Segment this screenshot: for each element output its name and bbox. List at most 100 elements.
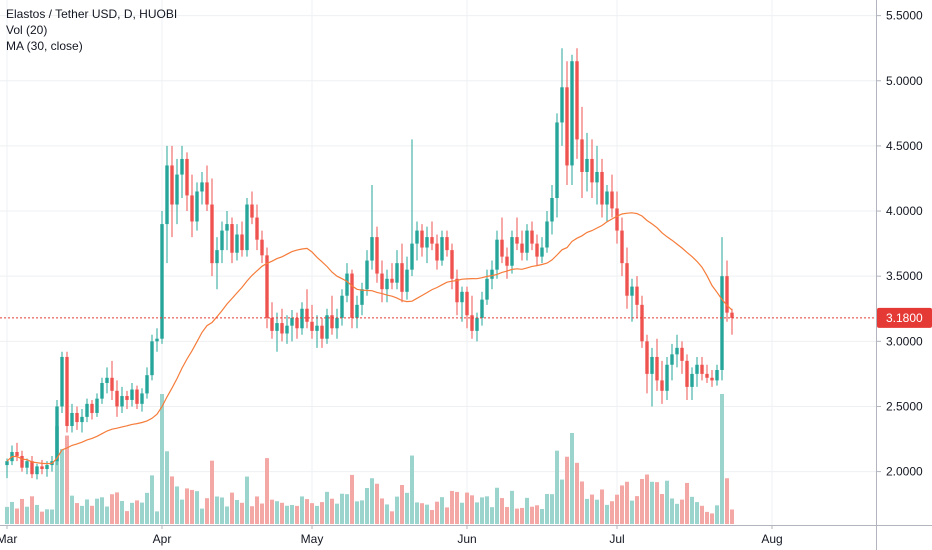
volume-bar <box>215 496 219 524</box>
legend-symbol[interactable]: Elastos / Tether USD, D, HUOBI <box>6 7 178 21</box>
time-tick-label: Aug <box>761 532 782 546</box>
candle-body <box>80 416 84 423</box>
volume-bar <box>275 501 279 524</box>
volume-bar <box>420 503 424 524</box>
volume-bar <box>460 502 464 524</box>
candle-body <box>355 304 359 318</box>
volume-bar <box>455 491 459 524</box>
candle-body <box>135 389 139 404</box>
volume-bar <box>355 501 359 524</box>
volume-bar <box>645 474 649 524</box>
price-tick-label: 2.5000 <box>886 399 923 413</box>
candle-body <box>650 356 654 374</box>
candle-body <box>385 278 389 290</box>
volume-bar <box>400 485 404 524</box>
volume-bar <box>535 505 539 524</box>
volume-bar <box>510 490 514 524</box>
volume-bar <box>5 506 9 524</box>
candle-body <box>415 230 419 244</box>
candle-body <box>470 315 474 331</box>
volume-bar <box>570 432 574 524</box>
volume-bar <box>115 492 119 524</box>
candle-body <box>250 204 254 218</box>
candle-body <box>730 312 734 318</box>
volume-bar <box>505 506 509 524</box>
candle-body <box>440 237 444 261</box>
candle-body <box>725 276 729 313</box>
volume-bar <box>25 506 29 524</box>
time-tick-label: Jun <box>457 532 476 546</box>
candle-body <box>565 87 569 166</box>
volume-bar <box>550 494 554 524</box>
volume-bar <box>170 476 174 524</box>
candle-body <box>5 461 9 466</box>
volume-bar <box>260 503 264 524</box>
candle-body <box>690 373 694 387</box>
candle-body <box>230 224 234 253</box>
volume-bar <box>415 502 419 524</box>
candle-body <box>625 263 629 296</box>
time-tick-label: Apr <box>153 532 172 546</box>
candle-body <box>560 87 564 123</box>
price-axis[interactable]: 5.5000 5.0000 4.5000 4.0000 3.5000 3.0000 2.50… <box>876 0 923 550</box>
candle-body <box>330 315 334 329</box>
volume-bar <box>365 488 369 524</box>
candle-body <box>305 308 309 322</box>
candle-body <box>185 158 189 196</box>
candle-body <box>130 389 134 400</box>
candle-body <box>685 360 689 387</box>
candle-body <box>510 237 514 266</box>
time-tick-label: Mar <box>0 532 17 546</box>
volume-bar <box>340 493 344 524</box>
price-tick-label: 2.0000 <box>886 465 923 479</box>
candle-body <box>200 182 204 192</box>
time-axis[interactable]: Mar Apr May Jun Jul Aug <box>0 525 932 546</box>
candle-body <box>575 61 579 140</box>
legend-ma[interactable]: MA (30, close) <box>6 39 83 53</box>
candle-body <box>100 383 104 399</box>
chart-legend: Elastos / Tether USD, D, HUOBI Vol (20) … <box>6 6 177 54</box>
volume-bar <box>605 504 609 524</box>
legend-volume[interactable]: Vol (20) <box>6 23 48 37</box>
candle-body <box>430 237 434 244</box>
volume-bar <box>630 500 634 524</box>
candle-body <box>535 243 539 257</box>
candle-body <box>460 291 464 303</box>
candle-body <box>55 406 59 462</box>
volume-bar <box>575 462 579 524</box>
candle-body <box>325 315 329 339</box>
volume-bar <box>710 513 714 524</box>
volume-bar <box>80 505 84 524</box>
candle-body <box>295 317 299 329</box>
volume-bar <box>50 509 54 524</box>
volume-bar <box>565 456 569 524</box>
candle-body <box>300 308 304 329</box>
volume-bar <box>430 510 434 524</box>
candle-body <box>480 299 484 318</box>
volume-bar <box>480 497 484 524</box>
candle-body <box>245 204 249 251</box>
volume-bar <box>655 482 659 524</box>
volume-bar <box>590 494 594 524</box>
candle-body <box>170 165 174 205</box>
candle-body <box>180 158 184 175</box>
candle-body <box>665 364 669 391</box>
volume-bar <box>670 498 674 524</box>
volume-bar <box>660 494 664 524</box>
volume-bar <box>440 497 444 524</box>
candle-body <box>370 237 374 261</box>
last-price-line: 3.1800 <box>0 307 932 328</box>
candle-body <box>65 356 69 426</box>
candle-body <box>340 295 344 318</box>
candle-body <box>720 276 724 370</box>
candle-body <box>670 354 674 365</box>
price-tick-label: 5.5000 <box>886 9 923 23</box>
candle-body <box>400 263 404 292</box>
candle-body <box>225 224 229 231</box>
candle-body <box>110 377 114 391</box>
volume-bar <box>295 505 299 524</box>
price-tick-label: 3.0000 <box>886 334 923 348</box>
price-tick-label: 4.5000 <box>886 139 923 153</box>
volume-bar <box>235 500 239 524</box>
